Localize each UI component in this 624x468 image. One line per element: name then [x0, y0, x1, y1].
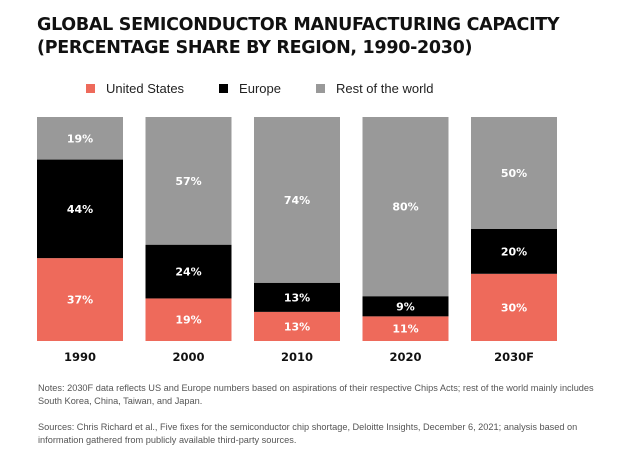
- bar-europe-2030f: [471, 229, 557, 274]
- bar-rest-of-the-world-2030f: [471, 117, 557, 229]
- sources-text: Sources: Chris Richard et al., Five fixe…: [38, 422, 578, 445]
- chart-title-line-1: GLOBAL SEMICONDUCTOR MANUFACTURING CAPAC…: [37, 15, 560, 35]
- bar-united-states-2010: [254, 311, 340, 341]
- data-label-united-states-1990: 37%: [67, 294, 93, 307]
- legend-item-united-states: United States: [86, 81, 184, 96]
- bar-europe-1990: [37, 159, 123, 259]
- bar-united-states-2020: [362, 316, 449, 341]
- legend-swatch-united-states: [86, 83, 95, 93]
- notes-text: Notes: 2030F data reflects US and Europe…: [38, 383, 594, 406]
- legend-label-united-states: United States: [106, 80, 185, 96]
- data-label-united-states-2020: 11%: [392, 323, 418, 336]
- bar-united-states-2030f: [471, 273, 557, 341]
- chart-title: GLOBAL SEMICONDUCTOR MANUFACTURING CAPAC…: [37, 14, 607, 60]
- data-label-rest-of-the-world-2010: 74%: [284, 194, 310, 207]
- bar-europe-2000: [145, 244, 232, 299]
- data-label-rest-of-the-world-2030f: 50%: [501, 167, 527, 180]
- legend-swatch-rest-of-world: [315, 83, 325, 93]
- x-tick-label-2010: 2010: [281, 350, 313, 364]
- bar-rest-of-the-world-1990: [37, 117, 123, 160]
- legend-label-rest-of-world: Rest of the world: [335, 80, 434, 96]
- bar-europe-2020: [362, 296, 449, 317]
- bar-rest-of-the-world-2000: [145, 117, 232, 245]
- chart-title-line-2: (PERCENTAGE SHARE BY REGION, 1990-2030): [37, 38, 473, 58]
- bar-europe-2010: [254, 282, 340, 312]
- bar-rest-of-the-world-2010: [254, 117, 340, 283]
- x-tick-label-2020: 2020: [389, 350, 421, 364]
- legend: United States Europe Rest of the world: [86, 79, 469, 97]
- data-label-europe-2000: 24%: [175, 266, 201, 279]
- bar-rest-of-the-world-2020: [362, 117, 449, 297]
- data-label-united-states-2000: 19%: [175, 314, 201, 327]
- x-tick-label-2000: 2000: [172, 350, 204, 364]
- data-label-europe-2010: 13%: [284, 291, 310, 304]
- legend-item-rest-of-world: Rest of the world: [315, 80, 434, 96]
- data-label-europe-2030f: 20%: [501, 245, 527, 258]
- legend-item-europe: Europe: [219, 81, 281, 96]
- data-label-europe-2020: 9%: [396, 300, 415, 313]
- data-label-rest-of-the-world-1990: 19%: [67, 132, 93, 145]
- chart-notes: Notes: 2030F data reflects US and Europe…: [38, 382, 598, 460]
- bar-united-states-2000: [145, 298, 232, 341]
- data-label-united-states-2030f: 30%: [501, 301, 527, 314]
- data-label-united-states-2010: 13%: [284, 320, 310, 333]
- stacked-bar-chart: 37% 44% 19% 1990 19% 24% 57% 2000 13% 13% 74% 2010 1…: [37, 117, 557, 364]
- data-label-rest-of-the-world-2020: 80%: [392, 201, 418, 214]
- x-tick-label-1990: 1990: [64, 350, 96, 364]
- x-tick-label-2030f: 2030F: [494, 350, 534, 364]
- data-label-europe-1990: 44%: [67, 203, 93, 216]
- legend-swatch-europe: [219, 83, 229, 93]
- data-label-rest-of-the-world-2000: 57%: [175, 175, 201, 188]
- bar-united-states-1990: [37, 258, 123, 341]
- legend-label-europe: Europe: [239, 80, 281, 96]
